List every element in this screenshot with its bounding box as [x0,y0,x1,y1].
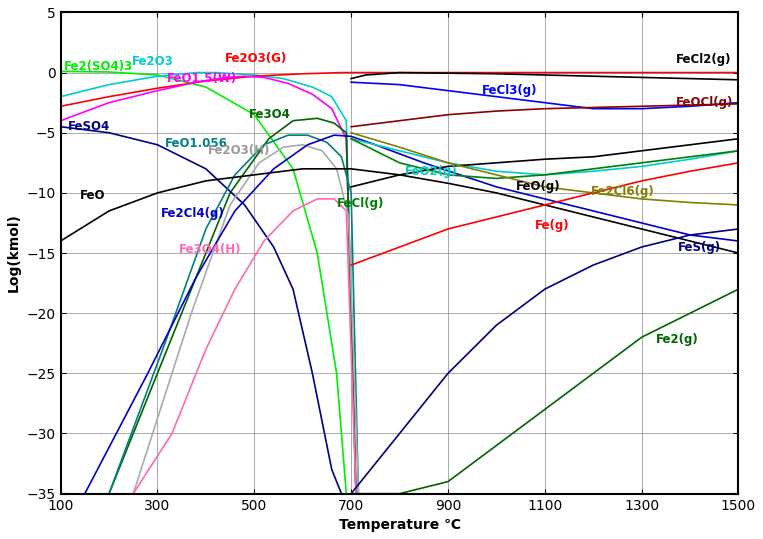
Text: Fe3O4(H): Fe3O4(H) [179,243,242,256]
Text: Fe2O3: Fe2O3 [132,56,174,68]
Text: FeOCl(g): FeOCl(g) [675,96,733,109]
Text: FeCl3(g): FeCl3(g) [482,84,537,97]
Text: Fe2Cl4(g): Fe2Cl4(g) [161,207,225,220]
Text: FeO1.5(W): FeO1.5(W) [167,72,237,85]
Text: Fe2Cl6(g): Fe2Cl6(g) [591,185,655,198]
Text: Fe2(g): Fe2(g) [656,333,699,346]
Text: Fe2(SO4)3: Fe2(SO4)3 [64,60,134,73]
Text: FeSO4: FeSO4 [68,120,110,133]
Text: FeCl2(g): FeCl2(g) [675,53,731,66]
X-axis label: Temperature ℃: Temperature ℃ [339,518,461,532]
Text: FeO: FeO [80,189,105,202]
Y-axis label: Log(kmol): Log(kmol) [7,213,21,293]
Text: FeO(g): FeO(g) [516,181,560,194]
Text: Fe2O3(G): Fe2O3(G) [225,52,288,65]
Text: FeCl(g): FeCl(g) [336,197,384,210]
Text: Fe2O3(H): Fe2O3(H) [208,144,271,157]
Text: Fe3O4: Fe3O4 [249,108,291,121]
Text: FeO2(g): FeO2(g) [404,165,457,178]
Text: FeS(g): FeS(g) [678,240,721,254]
Text: Fe(g): Fe(g) [535,219,570,232]
Text: FeO1.056: FeO1.056 [166,137,228,150]
